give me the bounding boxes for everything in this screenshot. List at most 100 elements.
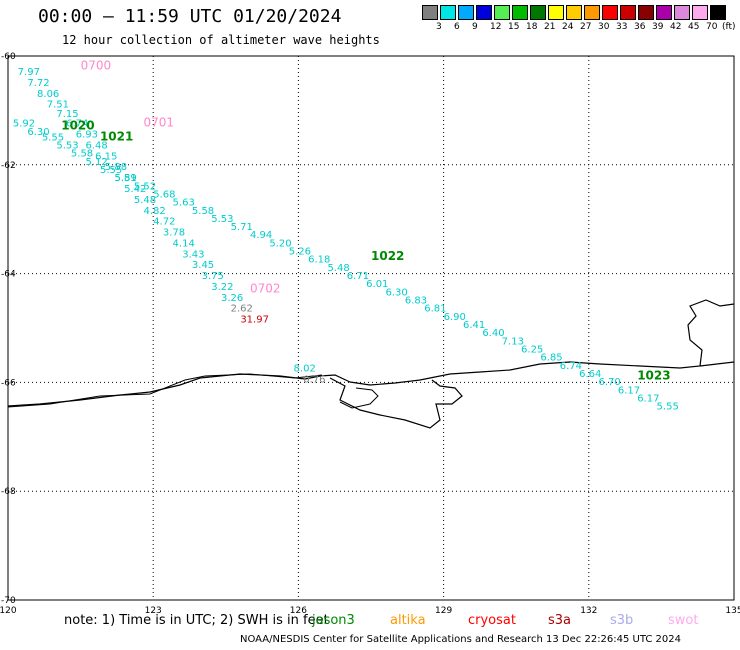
track-point-value: 5.48 xyxy=(327,263,349,274)
track-point-value: 5.92 xyxy=(13,119,35,130)
satellite-name: jason3 xyxy=(312,613,355,628)
lon-tick-label: 135 xyxy=(725,606,740,616)
lat-tick-label: -64 xyxy=(1,270,16,280)
track-point-value: 6.40 xyxy=(482,328,504,339)
track-point-value: 5.58 xyxy=(71,149,93,160)
legend-label: 30 xyxy=(598,22,610,32)
track-point-value: 5.48 xyxy=(134,195,156,206)
track-point-value: 7.51 xyxy=(47,100,69,111)
track-point-value: 6.90 xyxy=(444,312,466,323)
credit-line: NOAA/NESDIS Center for Satellite Applica… xyxy=(240,634,682,645)
legend-swatch xyxy=(494,5,510,20)
map-title: 00:00 – 11:59 UTC 01/20/2024 xyxy=(38,6,342,27)
pass-label: 0701 xyxy=(144,116,175,130)
track-point-value: 5.52 xyxy=(134,181,156,192)
legend-swatch xyxy=(512,5,528,20)
legend-label: 36 xyxy=(634,22,646,32)
track-point-value: 4.94 xyxy=(250,230,272,241)
pass-label: 0702 xyxy=(250,282,281,296)
legend-label: 39 xyxy=(652,22,664,32)
pass-label: 0700 xyxy=(81,59,112,73)
cycle-label: 1021 xyxy=(100,129,133,143)
satellite-name: s3b xyxy=(610,613,634,628)
legend-label: 9 xyxy=(472,22,478,32)
track-point-value: 6.30 xyxy=(27,127,49,138)
satellite-name: swot xyxy=(668,613,699,628)
legend-swatch xyxy=(566,5,582,20)
track-point-value: 5.26 xyxy=(289,247,311,258)
legend-label: 24 xyxy=(562,22,574,32)
track-point-value: 6.81 xyxy=(424,304,446,315)
plot-frame xyxy=(7,55,735,601)
track-point-value: 8.06 xyxy=(37,89,59,100)
track-point-value: 6.18 xyxy=(308,255,330,266)
track-point-value: 7.72 xyxy=(27,78,49,89)
track-point-value: 5.59 xyxy=(114,173,136,184)
legend-swatch xyxy=(620,5,636,20)
track-point-value: 6.15 xyxy=(95,151,117,162)
track-point-value: 7.13 xyxy=(502,336,524,347)
lon-tick-label: 129 xyxy=(435,606,452,616)
track-point-value: 8.02 xyxy=(294,364,316,375)
legend-label: 12 xyxy=(490,22,502,32)
legend-label: 70 xyxy=(706,22,718,32)
lat-tick-label: -68 xyxy=(1,487,16,497)
track-point-value: 5.53 xyxy=(56,140,78,151)
legend-label: 6 xyxy=(454,22,460,32)
track-point-value: 7.15 xyxy=(56,109,78,120)
track-point-value: 6.74 xyxy=(560,361,582,372)
legend-swatch xyxy=(674,5,690,20)
track-point-value: 6.70 xyxy=(598,377,620,388)
satellite-name: altika xyxy=(390,613,426,628)
lon-tick-label: 120 xyxy=(0,606,17,616)
legend-label: 21 xyxy=(544,22,556,32)
legend-swatch xyxy=(440,5,456,20)
lat-tick-label: -62 xyxy=(1,161,16,171)
track-point-value: 6.71 xyxy=(347,271,369,282)
legend-label: 45 xyxy=(688,22,700,32)
track-point-value: 31.97 xyxy=(240,315,269,326)
track-point-value: 3.75 xyxy=(202,271,224,282)
track-point-value: 4.14 xyxy=(173,238,195,249)
track-point-value: 5.12 xyxy=(85,157,107,168)
legend-swatch xyxy=(656,5,672,20)
satellite-name: cryosat xyxy=(468,613,516,628)
track-point-value: 5.55 xyxy=(100,165,122,176)
track-point-value: 5.53 xyxy=(211,214,233,225)
cycle-label: 1020 xyxy=(61,118,94,132)
track-point-value: 4.72 xyxy=(153,217,175,228)
lat-tick-label: -66 xyxy=(1,378,16,388)
track-point-value: 3.43 xyxy=(182,249,204,260)
legend-swatch xyxy=(638,5,654,20)
legend-swatch xyxy=(530,5,546,20)
cycle-label: 1022 xyxy=(371,249,404,263)
coastline xyxy=(7,299,735,429)
track-point-value: 6.41 xyxy=(463,320,485,331)
track-point-value: 5.20 xyxy=(269,238,291,249)
lon-tick-label: 123 xyxy=(145,606,162,616)
track-point-value: 4.82 xyxy=(144,206,166,217)
track-point-value: 6.30 xyxy=(386,287,408,298)
legend-swatch xyxy=(692,5,708,20)
legend-label: 42 xyxy=(670,22,682,32)
legend-label: 27 xyxy=(580,22,592,32)
track-point-value: 3.22 xyxy=(211,282,233,293)
track-point-value: 3.78 xyxy=(163,228,185,239)
track-point-value: 5.55 xyxy=(42,132,64,143)
track-point-value: 6.74 xyxy=(66,119,88,130)
track-point-value: 5.63 xyxy=(173,198,195,209)
track-point-value: 6.64 xyxy=(579,369,601,380)
lon-tick-label: 132 xyxy=(580,606,597,616)
track-point-value: 5.71 xyxy=(231,222,253,233)
track-point-value: 5.55 xyxy=(657,402,679,413)
track-point-value: 6.01 xyxy=(366,279,388,290)
footnote: note: 1) Time is in UTC; 2) SWH is in fe… xyxy=(64,613,329,628)
cycle-label: 1023 xyxy=(637,369,670,383)
track-point-value: 0.76 xyxy=(303,374,325,385)
legend-label: 33 xyxy=(616,22,628,32)
lat-tick-label: -70 xyxy=(1,596,16,606)
track-point-value: 2.62 xyxy=(231,304,253,315)
track-point-value: 5.81 xyxy=(114,173,136,184)
